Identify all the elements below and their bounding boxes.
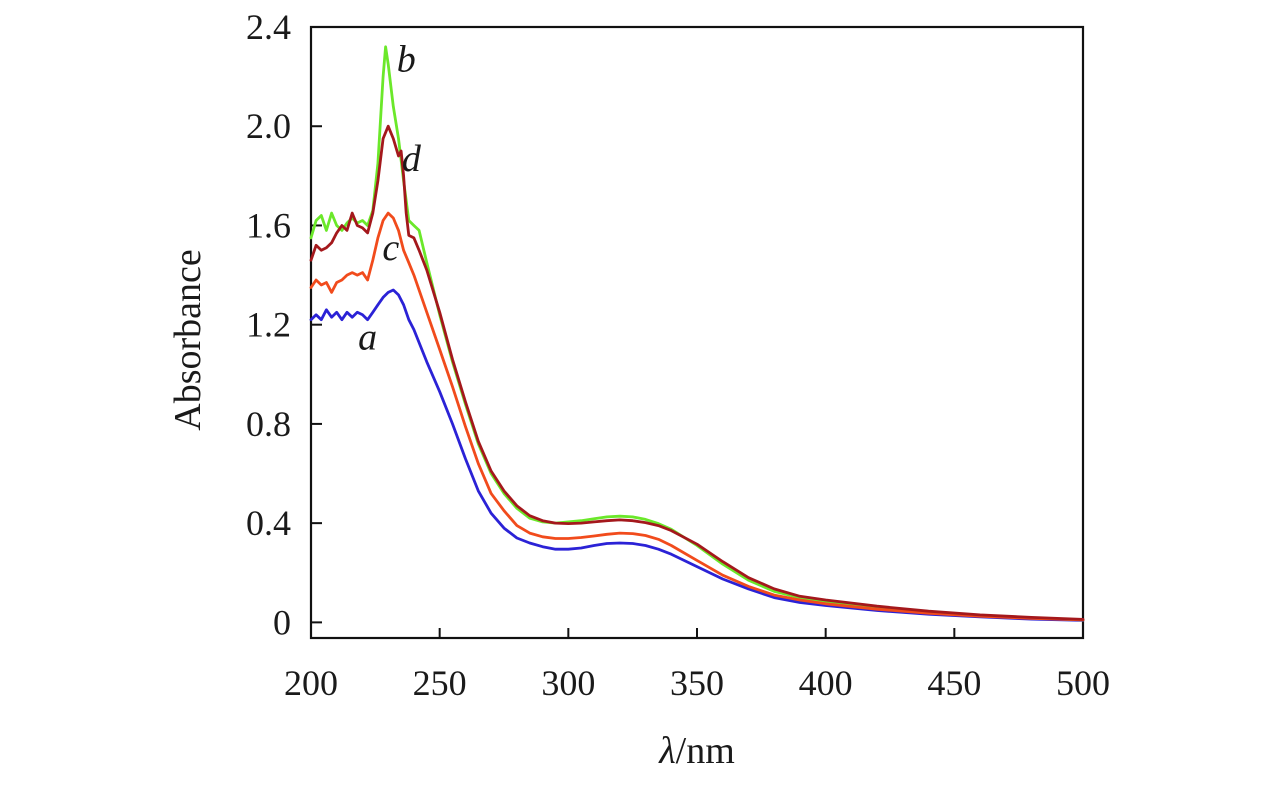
- x-axis-label-unit: /nm: [676, 730, 735, 772]
- series-a-line: [309, 288, 1085, 622]
- x-tick-label: 500: [1056, 663, 1110, 703]
- y-axis: 0 0.4 0.8 1.2 1.6 2.0 2.4: [246, 7, 322, 642]
- curve-label-d: d: [402, 138, 422, 180]
- curve-labels: a b c d: [358, 39, 422, 359]
- y-tick-label: 1.2: [246, 305, 291, 345]
- y-tick-label: 2.0: [246, 106, 291, 146]
- curve-label-a: a: [358, 316, 377, 358]
- curve-label-c: c: [382, 227, 399, 269]
- y-tick-label: 1.6: [246, 205, 291, 245]
- x-tick-label: 250: [413, 663, 467, 703]
- x-tick-label: 300: [541, 663, 595, 703]
- x-tick-label: 200: [284, 663, 338, 703]
- y-tick-label: 0.4: [246, 503, 291, 543]
- series-c-line: [309, 211, 1085, 622]
- x-tick-label: 400: [799, 663, 853, 703]
- x-axis-label-symbol: λ: [658, 730, 675, 772]
- series-d-line: [309, 124, 1085, 621]
- series-b-line: [309, 45, 1085, 622]
- y-axis-label: Absorbance: [167, 249, 209, 430]
- x-axis-label: λ/nm: [658, 730, 735, 772]
- x-axis: 200 250 300 350 400 450 500: [284, 628, 1110, 703]
- x-tick-label: 450: [927, 663, 981, 703]
- y-tick-label: 0: [273, 602, 291, 642]
- series-layer: [309, 45, 1085, 622]
- y-tick-label: 0.8: [246, 404, 291, 444]
- x-tick-label: 350: [670, 663, 724, 703]
- y-tick-label: 2.4: [246, 7, 291, 47]
- curve-label-b: b: [397, 39, 416, 81]
